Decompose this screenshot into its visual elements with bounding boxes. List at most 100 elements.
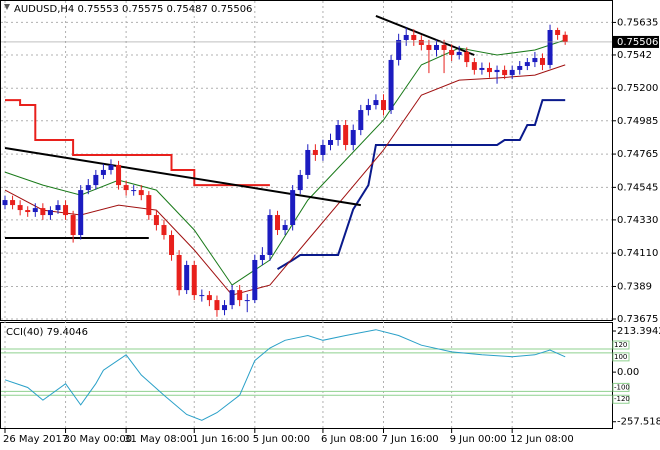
candle-body	[108, 164, 114, 170]
candle-body	[381, 100, 386, 111]
level-box	[612, 394, 630, 404]
candle-body	[55, 205, 61, 211]
panel-icon	[4, 4, 10, 10]
candle-body	[32, 208, 38, 213]
indicator-line	[276, 99, 566, 270]
indicator-line	[4, 39, 566, 286]
x-tick-label: 12 Jun 08:00	[510, 434, 574, 445]
candle-body	[25, 210, 31, 213]
candle-body	[502, 69, 508, 76]
x-tick-label: 30 May 00:00	[64, 434, 133, 445]
candle-body	[244, 300, 250, 302]
candle-body	[441, 44, 447, 50]
candle-body	[555, 29, 561, 35]
y-tick-label: 213.3942	[617, 326, 660, 337]
level-box	[612, 382, 630, 392]
candle-body	[153, 215, 159, 226]
last-price-label: 0.75506	[617, 37, 658, 48]
candle-body	[116, 164, 122, 186]
candle-body	[312, 149, 318, 155]
candle-body	[70, 215, 76, 236]
candle-body	[85, 185, 91, 191]
candle-body	[479, 67, 485, 70]
candle-body	[365, 105, 371, 111]
x-tick-label: 9 Jun 00:00	[450, 434, 507, 445]
candle-body	[433, 44, 439, 50]
candle-body	[206, 295, 212, 301]
candle-body	[449, 49, 455, 55]
candle-body	[494, 69, 500, 73]
candle-body	[40, 208, 46, 216]
level-label: -120	[614, 395, 630, 403]
candle-body	[100, 169, 106, 175]
candle-body	[358, 110, 364, 131]
level-label: 120	[614, 341, 627, 349]
y-tick-label: 0.7542	[617, 50, 652, 61]
y-tick-label: 0.75200	[617, 83, 658, 94]
candle-body	[335, 125, 341, 140]
indicator-line	[5, 99, 270, 187]
candle-body	[350, 130, 356, 145]
candle-body	[297, 174, 303, 191]
candle-body	[169, 235, 175, 255]
cci-panel	[0, 322, 613, 429]
level-label: -100	[614, 383, 630, 391]
indicator-line	[4, 147, 361, 207]
candle-body	[517, 66, 523, 70]
candle-body	[199, 295, 205, 297]
cci-title: CCI(40) 79.4046	[6, 327, 88, 338]
candle-body	[78, 190, 84, 236]
candle-body	[131, 190, 137, 192]
candle-body	[146, 195, 152, 216]
candle-body	[320, 144, 326, 155]
x-tick-label: 7 Jun 16:00	[382, 434, 439, 445]
x-tick-label: 1 Jun 16:00	[192, 434, 249, 445]
candle-body	[456, 51, 462, 55]
candle-body	[191, 264, 197, 296]
candle-body	[509, 69, 515, 76]
candle-body	[252, 259, 258, 301]
last-price-box	[613, 35, 659, 48]
candle-body	[2, 200, 8, 206]
candle-body	[267, 215, 273, 255]
candle-body	[123, 185, 129, 191]
candle-body	[388, 59, 394, 111]
x-tick-label: 31 May 08:00	[124, 434, 193, 445]
candle-body	[229, 290, 235, 306]
y-tick-label: 0.74765	[617, 149, 658, 160]
candle-body	[403, 34, 409, 40]
candle-body	[328, 139, 334, 145]
y-tick-label: 0.74330	[617, 215, 658, 226]
candle-body	[138, 190, 144, 196]
candle-body	[411, 34, 417, 40]
candle-body	[282, 225, 288, 231]
level-label: 100	[614, 353, 627, 361]
candle-body	[222, 305, 228, 311]
candle-body	[275, 215, 281, 231]
x-tick-label: 5 Jun 00:00	[253, 434, 310, 445]
x-tick-label: 26 May 2017	[3, 434, 68, 445]
candle-body	[47, 210, 53, 216]
candle-body	[539, 57, 545, 65]
y-tick-label: -257.5185	[617, 417, 660, 428]
candle-body	[524, 62, 530, 67]
chart-title: AUDUSD,H4 0.75553 0.75575 0.75487 0.7550…	[14, 4, 252, 15]
candle-body	[532, 57, 538, 63]
candle-body	[184, 264, 190, 291]
indicator-line	[4, 64, 566, 296]
candle-body	[426, 44, 432, 50]
y-tick-label: 0.00	[617, 367, 639, 378]
candle-body	[373, 100, 379, 106]
x-tick-label: 6 Jun 08:00	[321, 434, 378, 445]
cci-line	[4, 329, 566, 421]
candle-body	[176, 254, 182, 291]
y-tick-label: 0.74545	[617, 182, 658, 193]
candle-body	[290, 190, 296, 226]
candle-body	[418, 39, 424, 45]
y-tick-label: 0.7389	[617, 281, 652, 292]
candle-body	[63, 205, 69, 216]
y-tick-label: 0.74985	[617, 116, 658, 127]
y-tick-label: 0.75635	[617, 17, 658, 28]
candle-body	[486, 67, 492, 73]
